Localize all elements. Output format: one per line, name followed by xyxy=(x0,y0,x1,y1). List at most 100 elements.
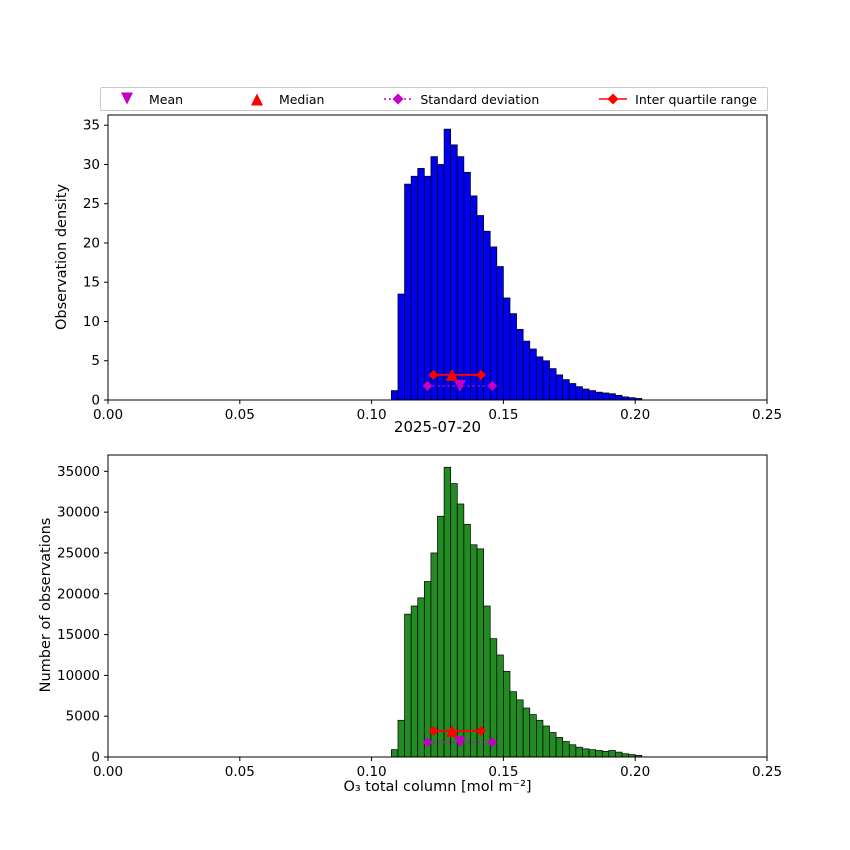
bottom-histogram: 0.00 0.05 0.10 0.15 0.20 0.25 0 5000 10000 15000 2… xyxy=(57,454,782,780)
iqr-marker-icon xyxy=(599,93,628,105)
histogram-bar xyxy=(443,128,452,401)
mean-marker xyxy=(453,736,466,749)
y-tick-label: 35000 xyxy=(57,464,100,480)
y-tick-label: 30000 xyxy=(57,505,100,521)
histogram-bar xyxy=(410,605,419,758)
std-endpoint-marker xyxy=(487,737,498,748)
legend-item-std: Standard deviation xyxy=(382,91,539,107)
legend-diamond xyxy=(392,93,404,105)
median-marker xyxy=(445,368,458,381)
legend-item-mean: Mean xyxy=(111,91,183,107)
histogram-bar xyxy=(470,544,478,758)
histogram-bar xyxy=(562,741,570,758)
std-endpoint-marker xyxy=(422,737,433,748)
histogram-bar xyxy=(503,670,511,758)
histogram-bar xyxy=(450,483,458,758)
y-tick-label: 35 xyxy=(83,118,100,134)
histogram-bar xyxy=(595,391,603,401)
median-marker xyxy=(445,724,458,737)
histogram-bar xyxy=(430,156,438,401)
y-tick-label: 15000 xyxy=(57,627,100,643)
y-tick-label: 10 xyxy=(83,314,100,330)
histogram-bar xyxy=(615,394,623,401)
y-tick-label: 10000 xyxy=(57,668,100,684)
mean-marker xyxy=(453,379,466,392)
histogram-bar xyxy=(456,503,465,758)
std-endpoint-marker xyxy=(487,380,498,391)
x-tick-label: 0.10 xyxy=(357,407,387,423)
y-tick-label: 20000 xyxy=(57,586,100,602)
y-tick-label: 5000 xyxy=(66,709,100,725)
histogram-bar xyxy=(404,183,412,401)
x-tick-label: 0.00 xyxy=(93,407,123,423)
histogram-bar xyxy=(391,749,399,758)
histogram-bar xyxy=(601,750,610,758)
histogram-bar xyxy=(410,175,419,401)
histogram-bar xyxy=(516,328,524,401)
iqr-endpoint-marker xyxy=(428,369,439,380)
legend-label-std: Standard deviation xyxy=(420,91,540,107)
histogram-bar xyxy=(463,171,471,401)
histogram-bar xyxy=(476,548,484,758)
y-tick-label: 0 xyxy=(91,393,100,409)
histogram-bar xyxy=(535,719,544,758)
histogram-bar xyxy=(575,386,583,401)
legend-item-iqr: Inter quartile range xyxy=(597,91,757,107)
histogram-bar xyxy=(522,340,531,401)
x-tick-label: 0.05 xyxy=(225,407,255,423)
histogram-bar xyxy=(450,144,458,401)
legend-label-median: Median xyxy=(278,91,325,107)
histogram-bar xyxy=(562,379,570,401)
x-tick-label: 0.25 xyxy=(752,764,782,780)
histogram-bar xyxy=(568,744,577,758)
histogram-bar xyxy=(595,750,603,758)
date-label: 2025-07-20 xyxy=(393,418,482,436)
histogram-bar xyxy=(601,392,610,401)
histogram-bar xyxy=(463,524,471,758)
histogram-bar xyxy=(509,691,517,758)
histogram-bar xyxy=(443,466,452,758)
histogram-bar xyxy=(503,297,511,401)
iqr-endpoint-marker xyxy=(475,725,486,736)
ylabel-observation-density: Observation density xyxy=(54,183,70,331)
legend-triangle-down xyxy=(121,92,133,105)
histogram-bar xyxy=(555,374,564,401)
histogram-bar xyxy=(575,746,583,758)
std-deviation-marker-icon xyxy=(384,93,413,105)
y-tick-label: 5 xyxy=(91,353,100,369)
y-tick-label: 30 xyxy=(83,157,100,173)
histogram-bar xyxy=(483,605,491,758)
y-tick-label: 25000 xyxy=(57,545,100,561)
histogram-bar xyxy=(516,699,524,758)
x-tick-label: 0.15 xyxy=(488,764,518,780)
std-endpoint-marker xyxy=(422,380,433,391)
histogram-bar xyxy=(555,737,564,758)
histogram-bar xyxy=(615,751,623,758)
legend: Mean Median Standard deviation Inter qua… xyxy=(100,87,768,111)
histogram-bar xyxy=(549,732,557,758)
histogram-bar xyxy=(397,719,405,758)
histogram-bar xyxy=(417,597,425,758)
histogram-bar xyxy=(568,383,577,401)
histogram-bar xyxy=(588,749,597,758)
x-tick-label: 0.05 xyxy=(225,764,255,780)
histogram-bar xyxy=(529,714,537,758)
histogram-bar xyxy=(542,725,550,758)
histogram-bar xyxy=(582,748,590,758)
x-tick-label: 0.00 xyxy=(93,764,123,780)
histogram-bar xyxy=(437,515,445,758)
histogram-bar xyxy=(535,356,544,401)
median-marker-icon xyxy=(250,93,263,106)
legend-label-iqr: Inter quartile range xyxy=(635,91,757,107)
x-tick-label: 0.25 xyxy=(752,407,782,423)
histogram-bar xyxy=(496,266,504,401)
histogram-bar xyxy=(549,368,557,401)
y-tick-label: 15 xyxy=(83,275,100,291)
histogram-bar xyxy=(522,707,531,758)
histogram-bar xyxy=(509,313,517,401)
xlabel-o3-total-column: O₃ total column [mol m⁻²] xyxy=(343,779,532,795)
iqr-endpoint-marker xyxy=(475,369,486,380)
x-tick-label: 0.20 xyxy=(620,407,650,423)
